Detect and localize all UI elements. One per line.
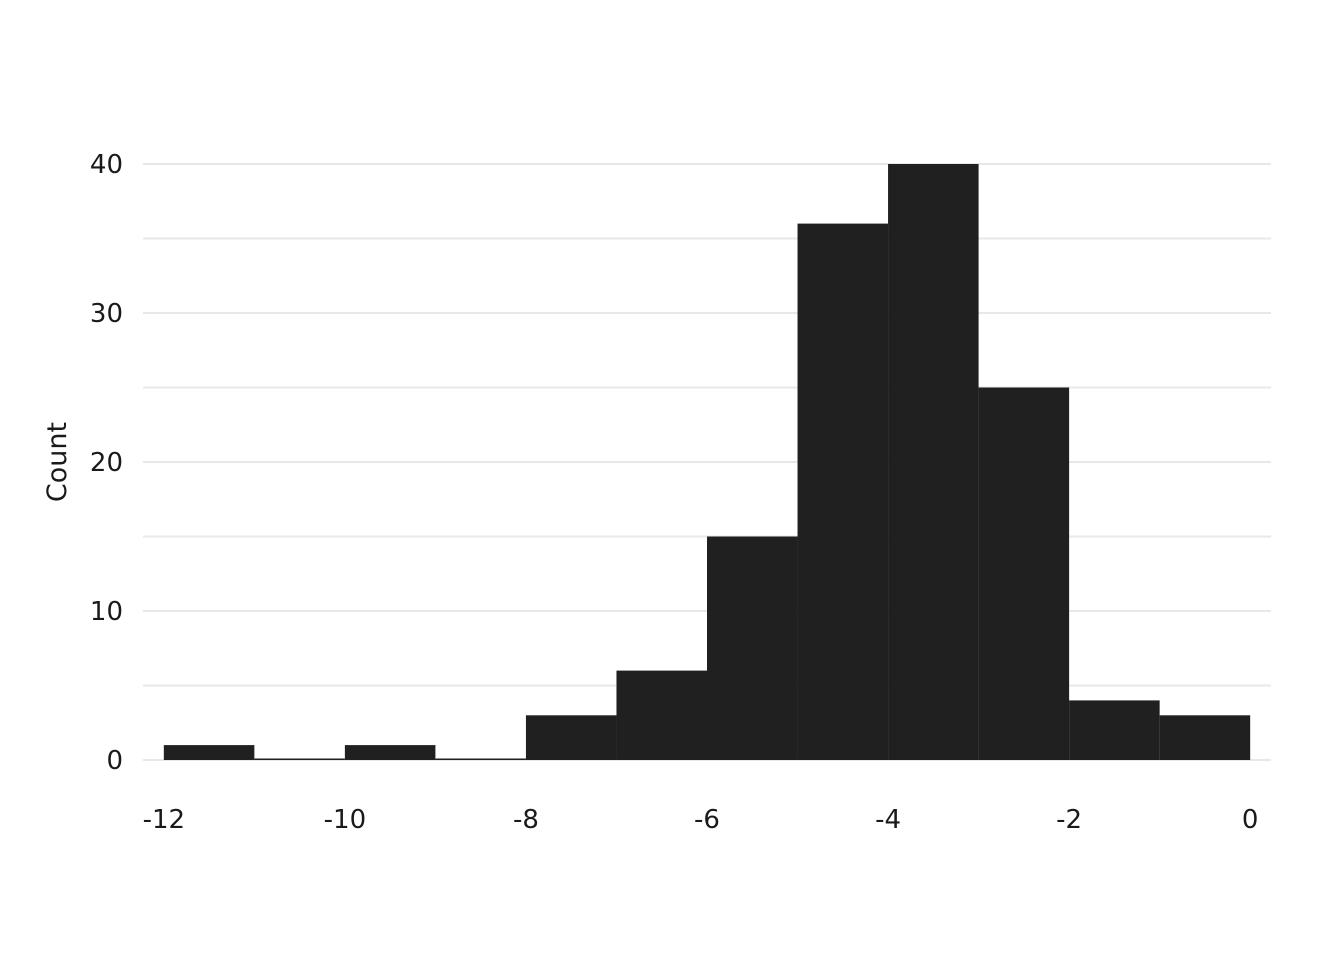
histogram-bar [707, 536, 798, 760]
histogram-bar [254, 758, 345, 760]
y-tick-label: 40 [90, 150, 123, 180]
x-tick-label: -10 [324, 805, 366, 835]
histogram-bar [978, 387, 1070, 760]
histogram-bar [797, 223, 889, 761]
histogram-bar [1159, 715, 1251, 760]
y-axis-title: Count [42, 422, 73, 502]
histogram-bar [1069, 700, 1160, 760]
x-tick-label: 0 [1242, 805, 1259, 835]
histogram-bars [163, 164, 1251, 761]
histogram-bar [435, 758, 526, 760]
x-tick-label: -6 [694, 805, 720, 835]
histogram-bar [163, 745, 255, 760]
x-tick-label: -12 [143, 805, 185, 835]
y-tick-label: 30 [90, 299, 123, 329]
y-tick-label: 10 [90, 597, 123, 627]
histogram-bar [616, 670, 707, 760]
histogram-bar [888, 164, 979, 760]
histogram-bar [344, 745, 436, 760]
y-tick-label: 20 [90, 448, 123, 478]
x-tick-label: -4 [875, 805, 901, 835]
x-tick-label: -8 [513, 805, 539, 835]
x-tick-label: -2 [1056, 805, 1082, 835]
gridlines [143, 163, 1271, 761]
histogram-bar [525, 715, 617, 760]
y-axis-ticks: 0 10 20 30 40 [90, 150, 123, 776]
y-tick-label: 0 [106, 746, 123, 776]
x-axis-ticks: -12 -10 -8 -6 -4 -2 0 [143, 805, 1259, 835]
